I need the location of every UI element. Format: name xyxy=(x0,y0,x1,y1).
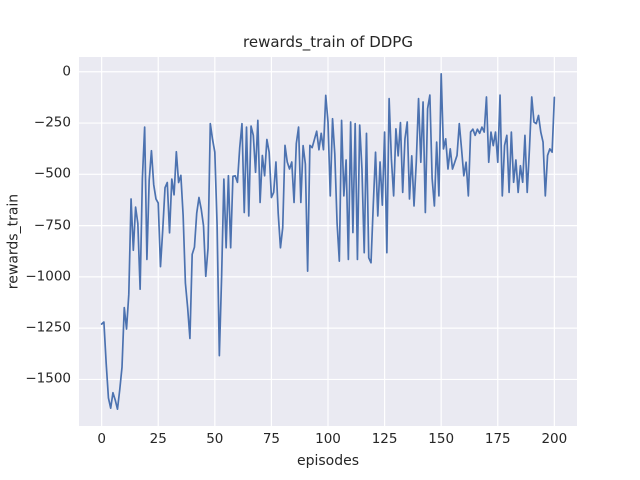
x-tick-label: 100 xyxy=(315,431,341,447)
x-tick-label: 0 xyxy=(97,431,106,447)
x-tick-label: 125 xyxy=(371,431,398,447)
x-axis-label: episodes xyxy=(296,453,360,469)
rewards-line xyxy=(100,72,556,411)
y-tick-label: −750 xyxy=(33,216,71,233)
x-tick-label: 200 xyxy=(541,431,568,447)
y-tick-label: 0 xyxy=(62,63,71,80)
x-tick-label: 175 xyxy=(484,431,511,447)
x-tick-label: 75 xyxy=(262,431,280,447)
chart-title: rewards_train of DDPG xyxy=(243,33,413,51)
y-tick-label: −1500 xyxy=(25,370,71,387)
y-tick-label: −500 xyxy=(33,165,71,182)
y-tick-label: −1000 xyxy=(25,268,71,285)
x-tick-label: 25 xyxy=(149,431,167,447)
y-axis-label: rewards_train xyxy=(5,193,22,290)
y-tick-label: −1250 xyxy=(25,319,71,336)
plot-area xyxy=(79,57,577,426)
x-tick-label: 50 xyxy=(206,431,224,447)
x-tick-label: 150 xyxy=(428,431,455,447)
y-tick-label: −250 xyxy=(33,114,71,131)
